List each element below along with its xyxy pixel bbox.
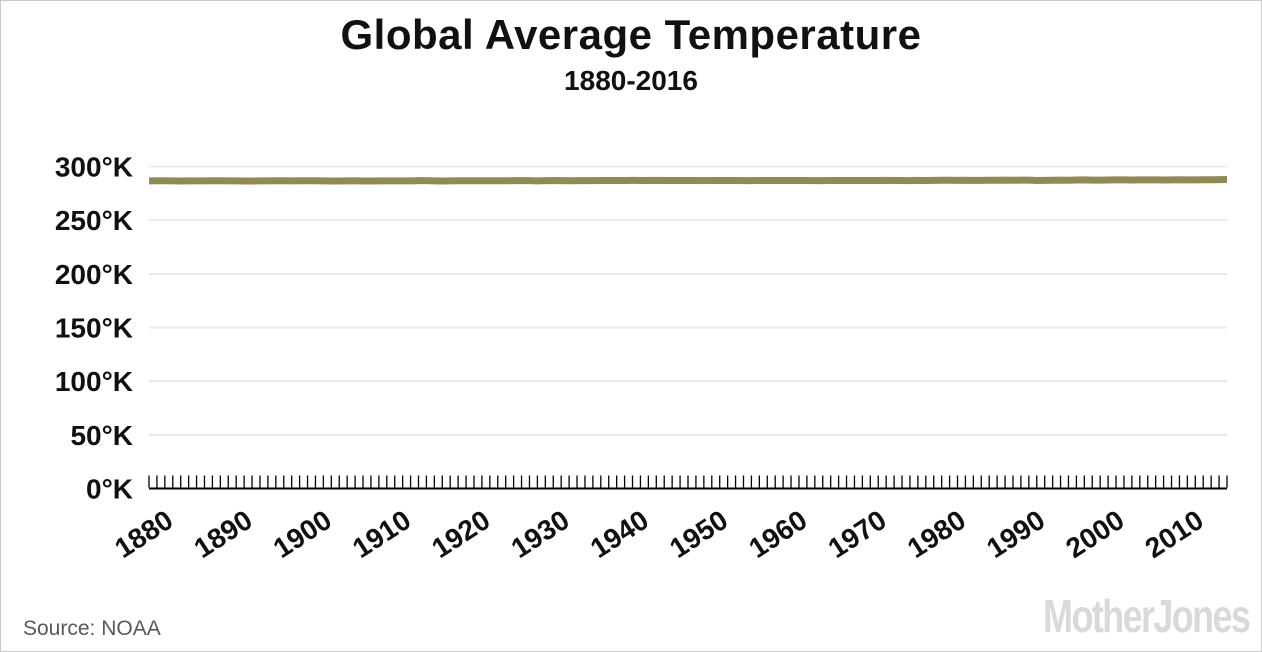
x-tick-label: 1910: [347, 504, 416, 564]
x-tick-label: 1940: [585, 504, 654, 564]
chart-title: Global Average Temperature: [340, 11, 922, 58]
x-tick-label: 1890: [189, 504, 258, 564]
x-tick-label: 1930: [506, 504, 575, 564]
mother-jones-logo: MotherJones: [1042, 590, 1251, 642]
y-tick-label: 50°K: [70, 420, 133, 451]
temperature-line: [148, 175, 1228, 185]
x-tick-label: 1970: [823, 504, 892, 564]
y-tick-label: 0°K: [86, 474, 133, 505]
x-tick-label: 1990: [981, 504, 1050, 564]
x-tick-label: 2000: [1060, 504, 1129, 564]
x-tick-label: 1980: [902, 504, 971, 564]
source-note: Source: NOAA: [23, 617, 161, 640]
y-tick-label: 250°K: [55, 205, 133, 236]
y-tick-label: 100°K: [55, 366, 133, 397]
y-tick-label: 150°K: [55, 313, 133, 344]
x-tick-label: 2010: [1140, 504, 1209, 564]
y-tick-label: 300°K: [55, 152, 133, 183]
y-tick-label: 200°K: [55, 259, 133, 290]
x-tick-label: 1880: [109, 504, 178, 564]
x-tick-label: 1900: [268, 504, 337, 564]
x-tick-label: 1950: [664, 504, 733, 564]
chart-subtitle: 1880-2016: [564, 65, 698, 96]
x-tick-label: 1920: [426, 504, 495, 564]
x-tick-label: 1960: [743, 504, 812, 564]
